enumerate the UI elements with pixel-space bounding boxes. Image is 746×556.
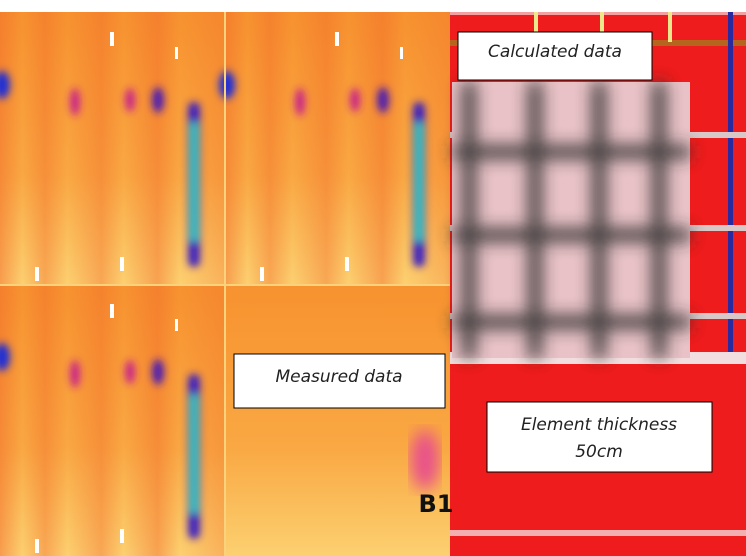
heatmap-bottom-right — [225, 284, 450, 556]
measured-label: Measured data — [275, 367, 402, 387]
element-label: Element thickness — [521, 415, 677, 435]
element-label: 50cm — [575, 442, 623, 462]
heatmap-top-left — [0, 12, 225, 284]
calculated-map — [452, 82, 690, 358]
panel-label: B1 — [419, 490, 454, 518]
heatmap-bottom-left — [0, 284, 225, 556]
calculated-label: Calculated data — [488, 42, 622, 62]
page: Calculated data Measured data Element th… — [0, 0, 746, 556]
figure: Calculated data Measured data Element th… — [0, 0, 746, 556]
heatmap-top-right — [219, 12, 450, 284]
